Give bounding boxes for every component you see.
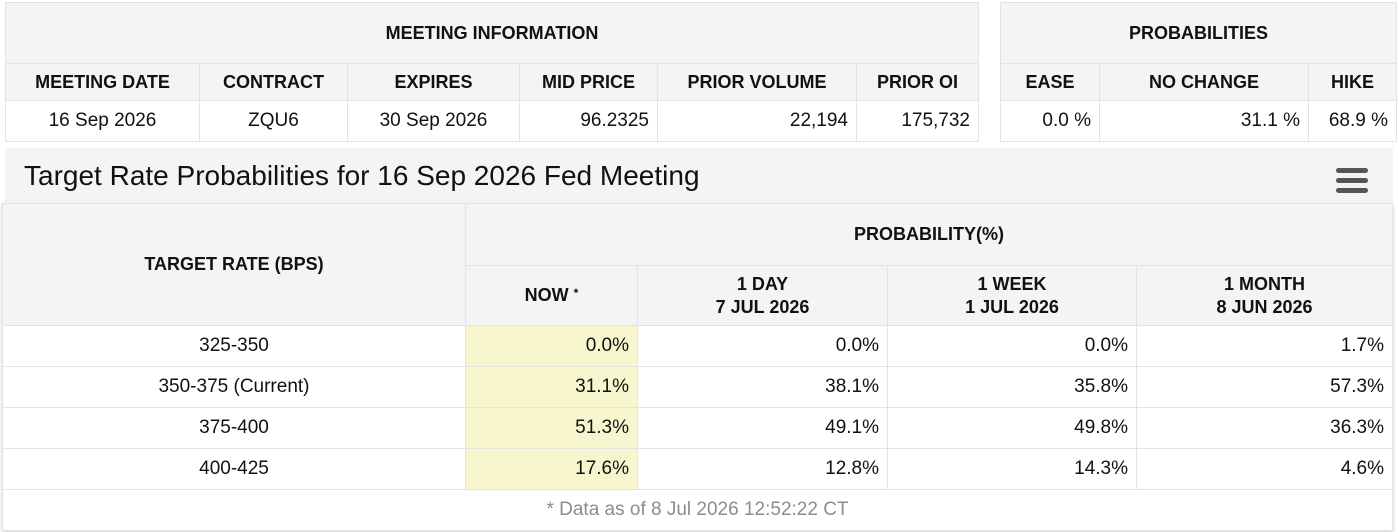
now-probability-cell: 17.6% [465, 448, 638, 490]
one-week-probability-cell: 35.8% [887, 366, 1137, 408]
one-month-probability-cell: 1.7% [1136, 325, 1393, 367]
period-label: 1 MONTH [1224, 273, 1305, 294]
table-row: 375-400 51.3% 49.1% 49.8% 36.3% [2, 407, 1393, 449]
target-rate-cell: 325-350 [2, 325, 466, 367]
meeting-info-title: MEETING INFORMATION [5, 2, 979, 64]
one-week-probability-cell: 14.3% [887, 448, 1137, 490]
now-probability-cell: 51.3% [465, 407, 638, 449]
period-label: 1 DAY [736, 273, 789, 294]
probabilities-table: PROBABILITIES EASE NO CHANGE HIKE 0.0 % … [1000, 2, 1397, 142]
hike-value: 68.9 % [1308, 100, 1397, 142]
contract-value: ZQU6 [199, 100, 348, 142]
contract-header: CONTRACT [199, 63, 348, 101]
one-day-probability-cell: 49.1% [637, 407, 888, 449]
now-probability-cell: 0.0% [465, 325, 638, 367]
menu-line [1336, 168, 1368, 173]
no-change-header: NO CHANGE [1099, 63, 1309, 101]
probabilities-title: PROBABILITIES [1000, 2, 1397, 64]
hike-header: HIKE [1308, 63, 1397, 101]
target-rate-table: TARGET RATE (BPS) PROBABILITY(%) NOW * 1… [2, 203, 1393, 531]
now-header: NOW * [465, 265, 638, 326]
chart-title: Target Rate Probabilities for 16 Sep 202… [24, 160, 700, 191]
ease-header: EASE [1000, 63, 1100, 101]
one-day-probability-cell: 12.8% [637, 448, 888, 490]
hamburger-menu-icon[interactable] [1336, 168, 1368, 196]
expires-value: 30 Sep 2026 [347, 100, 520, 142]
prior-oi-header: PRIOR OI [856, 63, 979, 101]
now-probability-cell: 31.1% [465, 366, 638, 408]
menu-line [1336, 178, 1368, 183]
meeting-info-table: MEETING INFORMATION MEETING DATE CONTRAC… [5, 2, 979, 142]
now-label: NOW [524, 285, 569, 305]
table-row: 400-425 17.6% 12.8% 14.3% 4.6% [2, 448, 1393, 490]
target-rate-header: TARGET RATE (BPS) [2, 203, 466, 326]
prior-volume-header: PRIOR VOLUME [657, 63, 857, 101]
table-row: 325-350 0.0% 0.0% 0.0% 1.7% [2, 325, 1393, 367]
mid-price-value: 96.2325 [519, 100, 658, 142]
period-date: 8 JUN 2026 [1216, 296, 1313, 317]
one-week-probability-cell: 0.0% [887, 325, 1137, 367]
one-week-probability-cell: 49.8% [887, 407, 1137, 449]
period-date: 1 JUL 2026 [965, 296, 1059, 317]
meeting-date-header: MEETING DATE [5, 63, 200, 101]
now-footnote-marker: * [573, 286, 579, 300]
data-timestamp-footnote: * Data as of 8 Jul 2026 12:52:22 CT [2, 489, 1393, 531]
chart-title-bar: Target Rate Probabilities for 16 Sep 202… [5, 148, 1393, 202]
target-rate-cell: 350-375 (Current) [2, 366, 466, 408]
one-month-probability-cell: 36.3% [1136, 407, 1393, 449]
probability-header: PROBABILITY(%) [465, 203, 1393, 266]
prior-oi-value: 175,732 [856, 100, 979, 142]
one-month-probability-cell: 57.3% [1136, 366, 1393, 408]
menu-line [1336, 188, 1368, 193]
one-day-header: 1 DAY 7 JUL 2026 [637, 265, 888, 326]
one-day-probability-cell: 0.0% [637, 325, 888, 367]
one-month-header: 1 MONTH 8 JUN 2026 [1136, 265, 1393, 326]
one-week-header: 1 WEEK 1 JUL 2026 [887, 265, 1137, 326]
period-date: 7 JUL 2026 [715, 296, 810, 317]
prior-volume-value: 22,194 [657, 100, 857, 142]
period-label: 1 WEEK [977, 273, 1047, 294]
target-rate-cell: 375-400 [2, 407, 466, 449]
no-change-value: 31.1 % [1099, 100, 1309, 142]
target-rate-cell: 400-425 [2, 448, 466, 490]
one-day-probability-cell: 38.1% [637, 366, 888, 408]
expires-header: EXPIRES [347, 63, 520, 101]
meeting-date-value: 16 Sep 2026 [5, 100, 200, 142]
mid-price-header: MID PRICE [519, 63, 658, 101]
one-month-probability-cell: 4.6% [1136, 448, 1393, 490]
table-row: 350-375 (Current) 31.1% 38.1% 35.8% 57.3… [2, 366, 1393, 408]
ease-value: 0.0 % [1000, 100, 1100, 142]
